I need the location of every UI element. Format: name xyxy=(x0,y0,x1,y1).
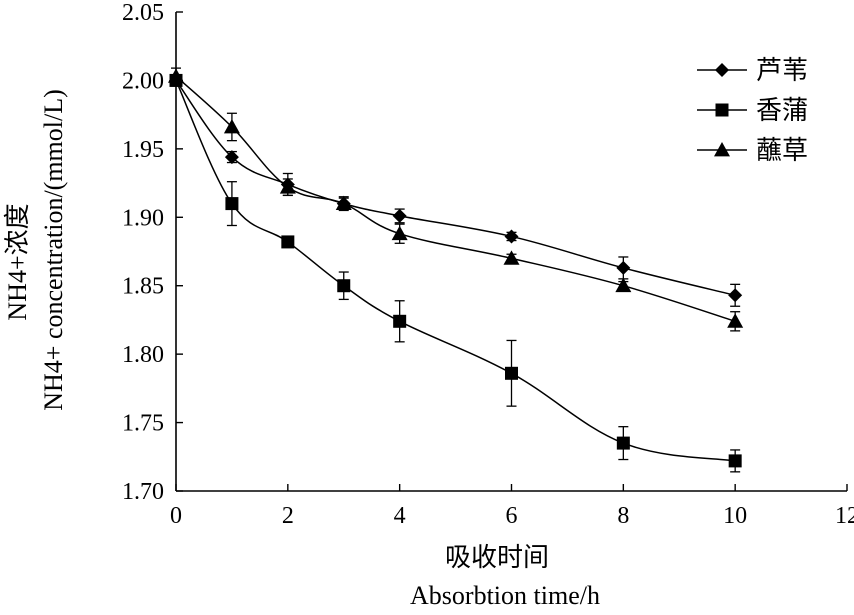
x-axis-title-en: Absorbtion time/h xyxy=(410,581,600,610)
x-tick-label: 2 xyxy=(282,503,294,529)
x-tick-label: 6 xyxy=(506,503,518,529)
data-point-triangle xyxy=(615,277,632,293)
series-diamond xyxy=(169,73,743,307)
series-layer xyxy=(168,67,744,473)
x-tick-label: 12 xyxy=(835,503,854,529)
y-tick-label: 1.85 xyxy=(122,274,164,300)
y-tick-label: 2.05 xyxy=(122,0,164,26)
legend-item: 香蒲 xyxy=(697,96,808,125)
data-point-square xyxy=(616,436,630,450)
data-point-diamond xyxy=(616,260,631,275)
y-tick-label: 2.00 xyxy=(122,68,164,94)
legend-marker-triangle xyxy=(714,142,730,157)
data-point-triangle xyxy=(503,250,520,265)
y-axis-title-zh: NH4+浓度 xyxy=(3,203,32,320)
data-point-triangle xyxy=(223,118,240,134)
series-triangle xyxy=(168,67,744,332)
data-point-diamond xyxy=(224,150,239,165)
x-tick-label: 8 xyxy=(617,503,629,529)
legend-label: 蘸草 xyxy=(756,136,808,165)
data-point-triangle xyxy=(335,195,352,210)
series-line xyxy=(175,80,736,462)
data-point-square xyxy=(393,314,407,328)
series-square xyxy=(169,73,742,473)
legend-marker-square xyxy=(715,103,729,117)
legend-item: 蘸草 xyxy=(697,136,808,165)
data-point-triangle xyxy=(391,225,408,241)
data-point-triangle xyxy=(727,313,744,328)
data-point-diamond xyxy=(392,208,407,223)
data-point-square xyxy=(225,197,239,211)
data-point-diamond xyxy=(728,288,743,303)
data-point-square xyxy=(337,279,351,293)
series-line xyxy=(175,79,736,297)
legend-label: 芦苇 xyxy=(756,56,808,85)
y-tick-label: 1.95 xyxy=(122,137,164,163)
series-line xyxy=(175,75,736,323)
y-tick-label: 1.90 xyxy=(122,205,164,231)
legend-item: 芦苇 xyxy=(697,56,808,85)
data-point-square xyxy=(281,235,295,249)
y-tick-label: 1.75 xyxy=(122,411,164,437)
y-tick-label: 1.80 xyxy=(122,342,164,368)
x-tick-label: 4 xyxy=(394,503,406,529)
y-tick-label: 1.70 xyxy=(122,479,164,505)
data-point-triangle xyxy=(279,179,296,194)
axes: 1.70 1.75 1.80 1.85 1.90 1.95 2.00 2.05 0 2 4 6 8 10 1… xyxy=(122,0,854,529)
data-point-triangle xyxy=(168,68,184,83)
legend-marker-diamond xyxy=(715,63,729,77)
legend-label: 香蒲 xyxy=(756,96,808,125)
x-tick-label: 0 xyxy=(170,503,182,529)
x-axis-title-zh: 吸收时间 xyxy=(445,543,549,572)
data-point-square xyxy=(728,454,742,468)
y-axis-title-en: NH4+ concentration/(mmol/L) xyxy=(39,89,68,411)
data-point-diamond xyxy=(504,229,519,244)
data-point-square xyxy=(505,366,518,380)
x-tick-label: 10 xyxy=(723,503,747,529)
